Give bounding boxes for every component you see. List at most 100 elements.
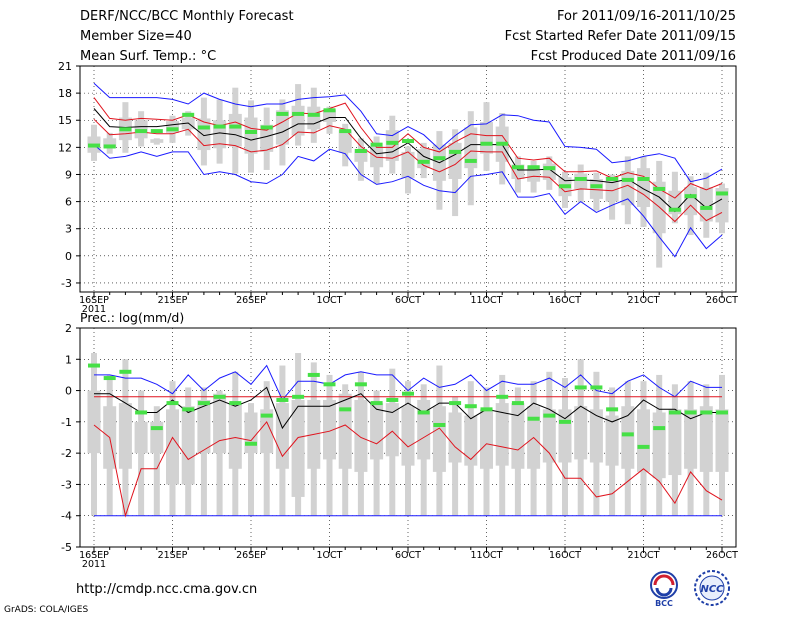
- prec-box-inner: [558, 409, 572, 463]
- temp-observed-point: [197, 125, 210, 130]
- refer-date: Fcst Started Refer Date 2011/09/15: [504, 29, 736, 44]
- temp-box-inner: [103, 138, 117, 149]
- temp-xtick-label: 21SEP: [158, 295, 188, 306]
- prec-observed-point: [480, 407, 493, 412]
- prec-observed-point: [88, 363, 100, 368]
- temp-box-inner: [480, 122, 493, 154]
- prec-observed-point: [606, 407, 619, 412]
- prec-box-inner: [260, 409, 274, 454]
- temp-xtick-label: 21OCT: [627, 295, 659, 306]
- prec-box-outer: [248, 403, 254, 516]
- prec-box-inner: [370, 403, 384, 460]
- temp-observed-point: [716, 191, 728, 196]
- bcc-logo-icon: BCC: [650, 571, 678, 608]
- prec-box-inner: [401, 406, 415, 466]
- prec-observed-point: [354, 382, 367, 387]
- temp-year-label: 2011: [82, 304, 106, 315]
- temp-observed-point: [402, 139, 414, 144]
- prec-box-inner: [291, 399, 305, 497]
- prec-xtick-label: 16SEP: [79, 550, 109, 561]
- prec-observed-point: [417, 410, 430, 415]
- prec-box-inner: [574, 406, 588, 460]
- temp-observed-point: [543, 166, 556, 171]
- prec-box-inner: [417, 399, 431, 460]
- prec-box-inner: [181, 406, 195, 485]
- prec-observed-point: [543, 413, 556, 418]
- prec-xtick-label: 21OCT: [627, 550, 659, 561]
- prec-box-inner: [668, 409, 682, 476]
- temp-observed-point: [433, 156, 446, 161]
- temp-xtick-label: 11OCT: [470, 295, 502, 306]
- temp-observed-point: [574, 177, 587, 181]
- prec-observed-point: [307, 372, 320, 377]
- temp-box-inner: [228, 113, 242, 147]
- temp-observed-point: [480, 141, 493, 146]
- temp-observed-point: [339, 129, 352, 134]
- prec-box-inner: [338, 393, 352, 469]
- prec-observed-point: [559, 419, 571, 424]
- prec-xtick-label: 26OCT: [706, 550, 738, 561]
- temp-observed-point: [182, 112, 195, 117]
- svg-text:NCC: NCC: [700, 584, 724, 595]
- prec-observed-point: [716, 410, 728, 415]
- prec-box-inner: [118, 403, 132, 469]
- temp-series-spread-lower: [93, 118, 723, 223]
- temp-observed-point: [511, 165, 524, 170]
- prec-observed-point: [464, 404, 477, 409]
- prec-box-inner: [134, 421, 148, 454]
- source-url[interactable]: http://cmdp.ncc.cma.gov.cn: [76, 582, 258, 597]
- prec-observed-point: [527, 416, 540, 421]
- temp-xtick-label: 26SEP: [236, 295, 266, 306]
- prec-observed-point: [449, 401, 462, 406]
- prec-box-inner: [715, 409, 729, 472]
- prec-ytick-label: -3: [61, 478, 72, 491]
- prec-box-inner: [87, 390, 101, 454]
- prec-box-outer: [153, 406, 160, 516]
- prec-series-spread-lower: [93, 420, 723, 518]
- variable-label: Mean Surf. Temp.: °C: [80, 49, 217, 64]
- temp-box-inner: [699, 187, 713, 222]
- prec-year-label: 2011: [82, 559, 106, 570]
- temp-xtick-label: 16SEP: [79, 295, 109, 306]
- prec-box-inner: [652, 412, 666, 479]
- temp-box-inner: [401, 151, 415, 179]
- grads-credit: GrADS: COLA/IGES: [4, 605, 89, 615]
- temp-box-inner: [244, 117, 258, 154]
- prec-observed-point: [511, 401, 524, 406]
- prec-panel-title: Prec.: log(mm/d): [80, 310, 184, 325]
- prec-observed-point: [433, 422, 446, 427]
- temp-box-inner: [684, 187, 698, 216]
- prec-observed-point: [684, 410, 697, 415]
- prec-observed-point: [245, 441, 257, 446]
- temp-xtick-label: 6OCT: [395, 295, 421, 306]
- temp-observed-point: [354, 148, 367, 153]
- prec-box-inner: [323, 399, 336, 460]
- prec-series-max: [94, 364, 722, 401]
- temp-observed-point: [700, 205, 713, 210]
- temp-observed-point: [213, 124, 226, 129]
- prec-box-inner: [244, 412, 258, 454]
- prec-xtick-label: 6OCT: [395, 550, 421, 561]
- prec-observed-point: [668, 410, 681, 415]
- prec-observed-point: [213, 394, 226, 399]
- prec-box-inner: [385, 403, 399, 457]
- prec-observed-point: [166, 401, 179, 406]
- temp-series-spread-upper: [93, 97, 723, 199]
- temp-ytick-label: 21: [58, 60, 72, 73]
- prec-xtick-label: 1OCT: [317, 550, 343, 561]
- prec-observed-point: [119, 369, 132, 374]
- prec-observed-point: [182, 407, 195, 412]
- prec-box-inner: [605, 415, 619, 466]
- prec-box-outer: [138, 390, 145, 516]
- prec-observed-point: [276, 397, 289, 402]
- temp-ytick-label: 6: [65, 196, 72, 209]
- prec-ytick-label: 0: [65, 385, 72, 398]
- temp-ytick-label: -3: [61, 277, 72, 290]
- temp-observed-point: [88, 143, 100, 148]
- temp-box-inner: [589, 179, 603, 199]
- prec-observed-point: [339, 407, 352, 412]
- temp-observed-point: [386, 140, 399, 145]
- prec-observed-point: [292, 394, 305, 399]
- prec-box-inner: [166, 409, 179, 485]
- temp-ytick-label: 0: [65, 250, 72, 263]
